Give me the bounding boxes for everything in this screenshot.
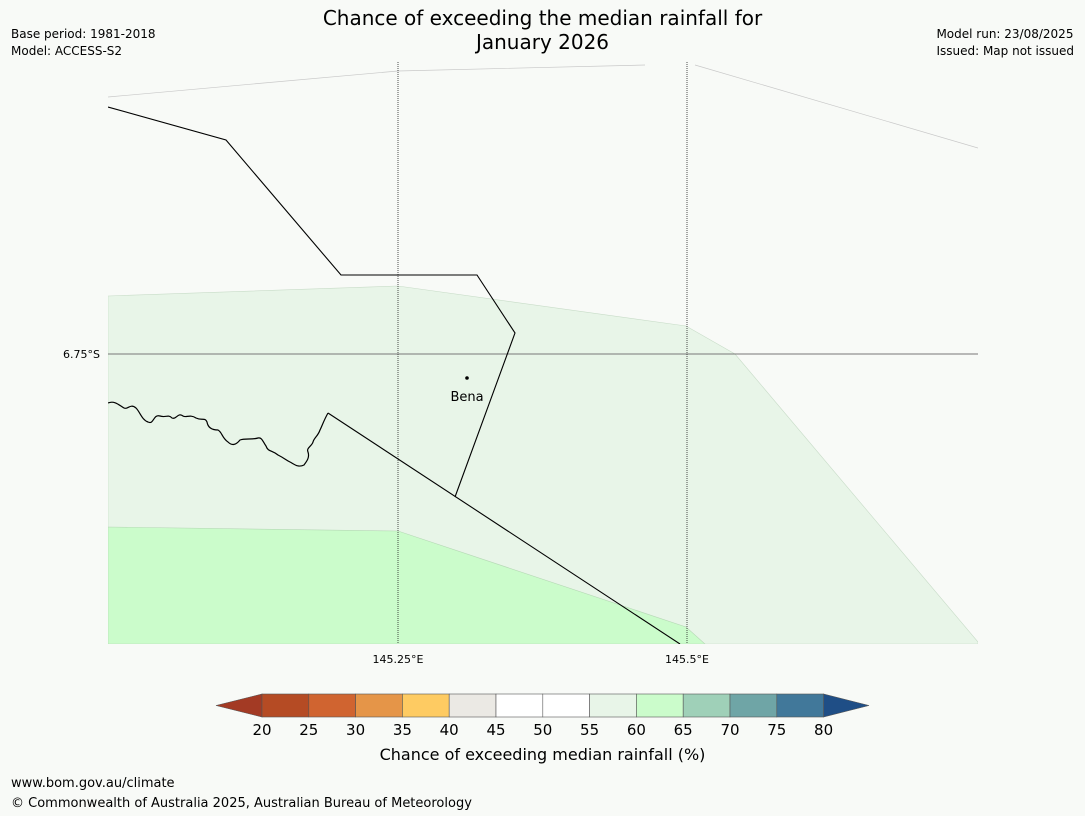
colorbar-segment (261, 693, 310, 718)
lon-label-1: 145.25°E (373, 653, 424, 666)
issued-text: Issued: Map not issued (936, 44, 1074, 58)
colorbar-segment (682, 693, 731, 718)
colorbar-tick-label: 60 (627, 721, 646, 739)
colorbar-segment (542, 693, 590, 718)
footer-copyright: © Commonwealth of Australia 2025, Austra… (11, 796, 472, 811)
colorbar-segment (589, 693, 637, 718)
colorbar-tick-label: 80 (814, 721, 833, 739)
colorbar-tick-label: 65 (674, 721, 693, 739)
colorbar-tick-label: 70 (720, 721, 739, 739)
colorbar-segment (776, 693, 824, 718)
map-plot-area (108, 62, 978, 644)
colorbar-tick-label: 25 (299, 721, 318, 739)
meta-left: Base period: 1981-2018 Model: ACCESS-S2 (11, 26, 156, 60)
colorbar-tick-label: 30 (346, 721, 365, 739)
colorbar-segment (636, 693, 684, 718)
colorbar-segment (495, 693, 544, 718)
colorbar-tick-label: 40 (440, 721, 459, 739)
footer-url: www.bom.gov.au/climate (11, 776, 175, 791)
colorbar-segment (308, 693, 356, 718)
model-run-text: Model run: 23/08/2025 (936, 27, 1074, 41)
faint-boundary-right (694, 64, 978, 149)
colorbar-tick-label: 35 (393, 721, 412, 739)
colorbar-segment (448, 693, 497, 718)
base-period-text: Base period: 1981-2018 (11, 27, 156, 41)
colorbar-tick-label: 20 (252, 721, 271, 739)
province-boundary-lower (327, 412, 681, 644)
colorbar-tick-label: 55 (580, 721, 599, 739)
region-60-65 (108, 526, 706, 644)
colorbar-extend-low (215, 693, 263, 718)
colorbar-segment (402, 693, 450, 718)
map-title: Chance of exceeding the median rainfall … (0, 6, 1085, 54)
title-line-1: Chance of exceeding the median rainfall … (322, 6, 763, 30)
colorbar-segment (355, 693, 403, 718)
colorbar-tick-label: 75 (767, 721, 786, 739)
river-line (108, 401, 329, 467)
faint-boundary-top (108, 64, 646, 98)
footer: www.bom.gov.au/climate © Commonwealth of… (11, 774, 472, 814)
title-line-2: January 2026 (475, 30, 610, 54)
lat-label: 6.75°S (63, 348, 100, 361)
place-label: Bena (450, 390, 483, 405)
meta-right: Model run: 23/08/2025 Issued: Map not is… (936, 26, 1074, 60)
model-text: Model: ACCESS-S2 (11, 44, 123, 58)
colorbar-tick-label: 50 (533, 721, 552, 739)
province-boundary (108, 106, 516, 498)
colorbar: 20 25 30 35 40 45 50 55 60 65 70 75 80 (215, 693, 870, 739)
colorbar-segment (729, 693, 778, 718)
lon-label-2: 145.5°E (665, 653, 709, 666)
colorbar-tick-label: 45 (486, 721, 505, 739)
place-marker (465, 376, 469, 380)
colorbar-title: Chance of exceeding median rainfall (%) (379, 745, 706, 764)
colorbar-extend-high (823, 693, 870, 718)
